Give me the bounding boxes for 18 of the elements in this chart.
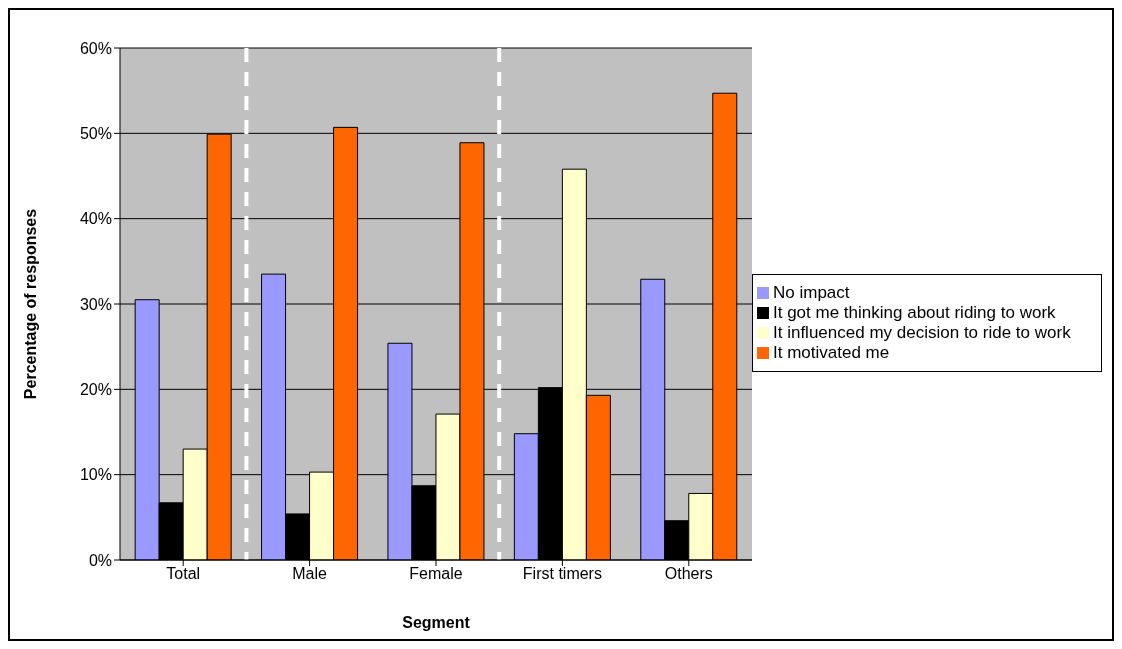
y-tick-label: 40% bbox=[79, 210, 112, 228]
x-tick-label: Total bbox=[166, 565, 201, 583]
x-axis-title: Segment bbox=[402, 614, 471, 631]
legend-label: No impact bbox=[773, 282, 850, 302]
y-tick-label: 50% bbox=[79, 125, 112, 143]
legend-label: It got me thinking about riding to work bbox=[773, 302, 1056, 322]
legend-label: It influenced my decision to ride to work bbox=[773, 322, 1071, 342]
x-tick-label: First timers bbox=[522, 565, 602, 583]
y-tick-label: 0% bbox=[88, 551, 112, 569]
y-tick-label: 60% bbox=[79, 39, 112, 57]
y-tick-label: 10% bbox=[79, 466, 112, 484]
y-tick-label: 20% bbox=[79, 381, 112, 399]
x-tick-label: Others bbox=[664, 565, 713, 583]
x-tick-label: Female bbox=[409, 565, 463, 583]
y-axis-title: Percentage of responses bbox=[21, 208, 39, 400]
x-tick-label: Male bbox=[292, 565, 328, 583]
legend-label: It motivated me bbox=[773, 342, 890, 362]
y-tick-label: 30% bbox=[79, 295, 112, 313]
